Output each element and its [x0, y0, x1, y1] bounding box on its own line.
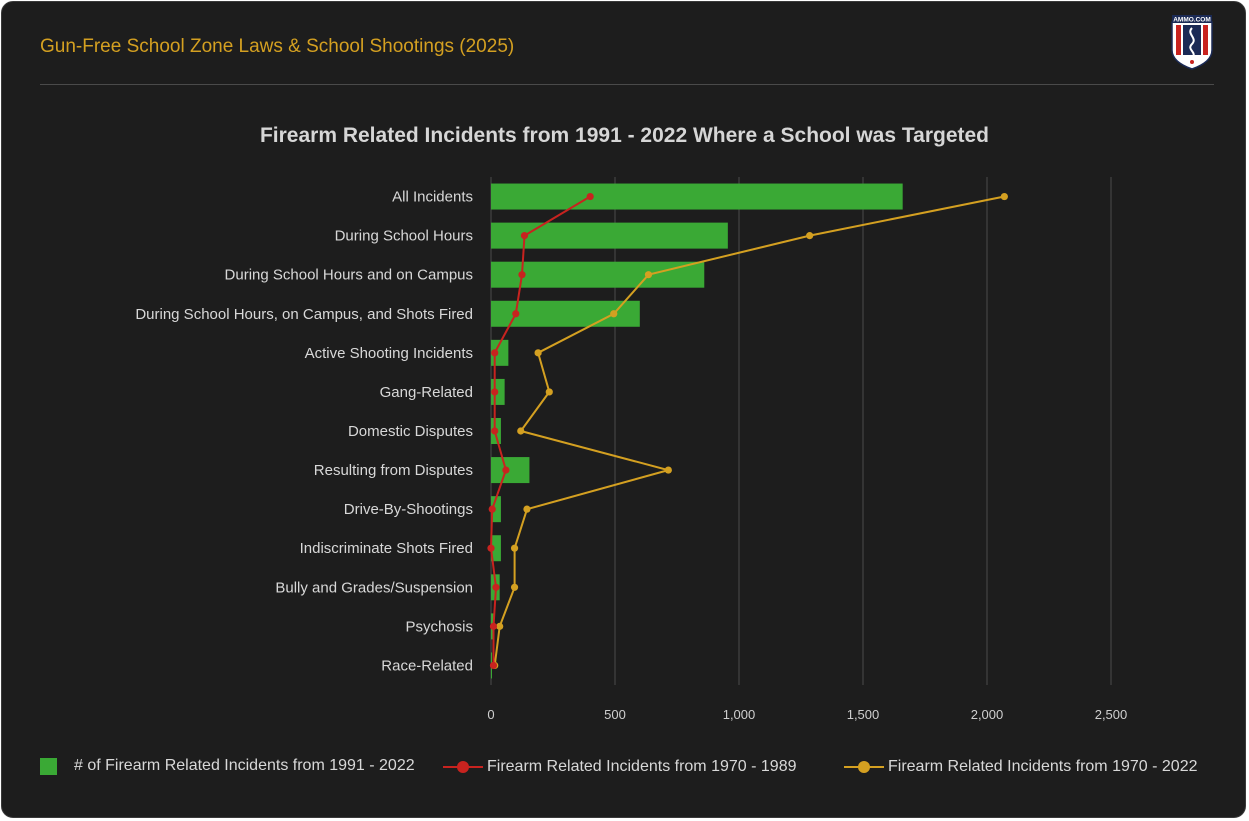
chart-title: Firearm Related Incidents from 1991 - 20…	[259, 124, 990, 147]
bar	[491, 261, 705, 288]
series-point	[806, 232, 814, 240]
category-label: Domestic Disputes	[348, 423, 473, 440]
x-tick-label: 0	[487, 707, 494, 722]
category-label: Resulting from Disputes	[314, 462, 473, 479]
bar	[491, 496, 501, 523]
series-point	[512, 310, 520, 318]
bar	[491, 457, 530, 484]
series-point	[545, 388, 553, 396]
series-point	[491, 388, 499, 396]
category-label: During School Hours, on Campus, and Shot…	[135, 306, 473, 323]
category-label: Drive-By-Shootings	[344, 501, 473, 518]
x-tick-label: 2,000	[971, 707, 1004, 722]
series-point	[586, 192, 594, 201]
x-tick-label: 1,000	[723, 707, 756, 722]
legend-swatch-green	[40, 757, 57, 775]
legend-line-red	[443, 757, 483, 777]
series-point	[644, 271, 653, 279]
x-tick-label: 500	[604, 707, 626, 722]
category-label: Gang-Related	[380, 384, 473, 401]
series-point	[487, 544, 495, 552]
legend-label-1970-1989: Firearm Related Incidents from 1970 - 19…	[487, 758, 797, 775]
legend-item-1970-1989: Firearm Related Incidents from 1970 - 19…	[443, 757, 796, 777]
header-divider	[40, 84, 1214, 85]
series-point	[510, 544, 519, 552]
logo-text: AMMO.COM	[1173, 17, 1211, 24]
category-label: Active Shooting Incidents	[305, 345, 473, 362]
legend-label-bars: # of Firearm Related Incidents from 1991…	[74, 757, 415, 774]
series-point	[489, 661, 498, 670]
category-label: Psychosis	[405, 618, 473, 635]
series-point	[491, 427, 499, 435]
bar	[491, 183, 903, 210]
series-point	[488, 505, 496, 513]
x-tick-label: 2,500	[1095, 707, 1128, 722]
x-tick-label: 1,500	[847, 707, 880, 722]
series-point	[496, 622, 504, 630]
category-label: During School Hours	[335, 228, 473, 245]
legend-item-1970-2022: Firearm Related Incidents from 1970 - 20…	[844, 757, 1197, 777]
page-title: Gun-Free School Zone Laws & School Shoot…	[40, 36, 515, 57]
legend-item-bars: # of Firearm Related Incidents from 1991…	[40, 757, 415, 775]
series-point	[489, 622, 498, 630]
bar	[491, 222, 728, 249]
category-label: During School Hours and on Campus	[225, 267, 473, 284]
series-point	[517, 427, 525, 435]
category-label: All Incidents	[392, 189, 473, 206]
category-label: Indiscriminate Shots Fired	[300, 540, 473, 557]
series-point	[492, 583, 500, 591]
series-point	[518, 271, 526, 279]
category-label: Race-Related	[381, 657, 473, 674]
series-point	[1000, 192, 1008, 201]
legend-label-1970-2022: Firearm Related Incidents from 1970 - 20…	[888, 758, 1198, 775]
series-point	[523, 505, 531, 513]
series-point	[491, 349, 499, 357]
series-point	[664, 466, 672, 474]
ammo-logo: AMMO.COM	[1171, 15, 1213, 70]
bar	[491, 535, 501, 562]
category-label: Bully and Grades/Suspension	[275, 579, 473, 596]
series-point	[502, 466, 510, 474]
series-point	[610, 310, 618, 318]
legend-line-gold	[844, 757, 884, 777]
series-point	[534, 349, 542, 357]
series-point	[520, 232, 529, 240]
series-point	[510, 583, 519, 591]
